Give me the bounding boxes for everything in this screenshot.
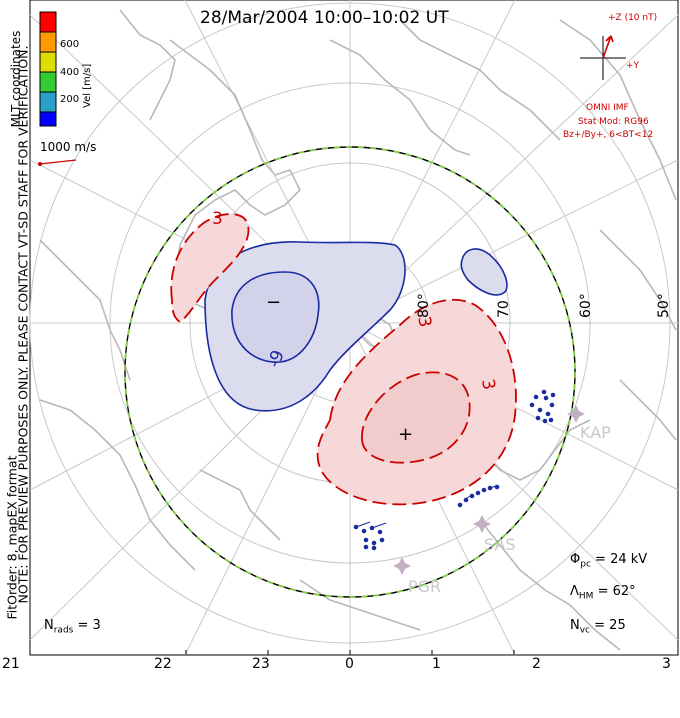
mlt-label-22: 22 [154,656,172,672]
convection-map: − + -9 3 3 -3 80° 70 60° 50° KAP SAS PGR [29,0,679,656]
mlt-ticks [29,650,679,655]
mlt-label-23: 23 [252,656,270,672]
imf-bz-label: +Z (10 nT) [608,13,657,23]
lat-label-70: 70 [496,300,512,318]
radar-label-kap: KAP [580,423,611,442]
velocity-colorbar [39,11,57,127]
colorbar-tick-200: 200 [60,94,79,105]
radar-count: Nrads = 3 [44,618,101,636]
contour-label-minus-nine: -9 [264,348,289,371]
reference-vector [38,159,77,166]
mlt-label-2: 2 [532,656,541,672]
contour-label-three-left: 3 [212,209,223,229]
lat-label-50: 50° [656,293,672,318]
radar-label-sas: SAS [484,535,516,554]
mlt-label-21: 21 [2,656,20,672]
imf-clock [580,35,626,80]
colorbar-tick-600: 600 [60,39,79,50]
negative-cell-inner [231,271,320,363]
lambda-symbol: Λ [570,584,579,599]
lat-label-60: 60° [578,293,594,318]
map-title: 28/Mar/2004 10:00–10:02 UT [200,8,449,28]
negative-peak-marker: − [266,292,281,313]
nvc-sub: vc [579,625,591,636]
imf-source: OMNI IMF [586,103,629,113]
imf-conditions: Bz+/By+, 6<BT<12 [563,130,653,140]
lambda-value: = 62° [597,584,636,599]
nvc-symbol: N [570,618,580,633]
radar-marker-kap [567,405,585,423]
negative-cell-small [460,248,508,296]
phi-symbol: Φ [570,552,581,567]
mlt-label-0: 0 [345,656,354,672]
imf-stat-model: Stat Mod: RG96 [578,117,649,127]
coords-label: MLT coordinates [9,30,23,128]
positive-cell-inner [361,371,471,464]
nvc-value: = 25 [594,618,626,633]
reference-vector-label: 1000 m/s [40,140,97,154]
velocity-vectors [353,389,556,551]
colorbar-unit: Vel [m/s] [82,64,93,108]
imf-by-label: +Y [626,61,640,71]
mlt-label-1: 1 [432,656,441,672]
contour-label-minus-three: -3 [412,309,435,329]
phi-value: = 24 kV [595,552,648,567]
phi-sub: pc [580,559,591,570]
nrads-sub: rads [53,625,74,636]
colorbar-tick-400: 400 [60,67,79,78]
lambda-sub: HM [578,591,594,602]
contour-label-three-right: 3 [477,377,499,391]
lat-label-80: 80° [416,293,432,318]
positive-cell-left [170,213,250,324]
polar-cap-potential: Φpc = 24 kV [570,552,647,570]
vector-count: Nvc = 25 [570,618,626,636]
nrads-symbol: N [44,618,54,633]
mlt-label-3: 3 [662,656,671,672]
radar-marker-sas [473,515,491,533]
nrads-value: = 3 [77,618,101,633]
positive-peak-marker: + [398,424,413,445]
radar-markers [393,405,585,575]
radar-label-pgr: PGR [408,577,441,596]
hm-boundary-latitude: ΛHM = 62° [570,584,636,602]
radar-marker-pgr [393,557,411,575]
